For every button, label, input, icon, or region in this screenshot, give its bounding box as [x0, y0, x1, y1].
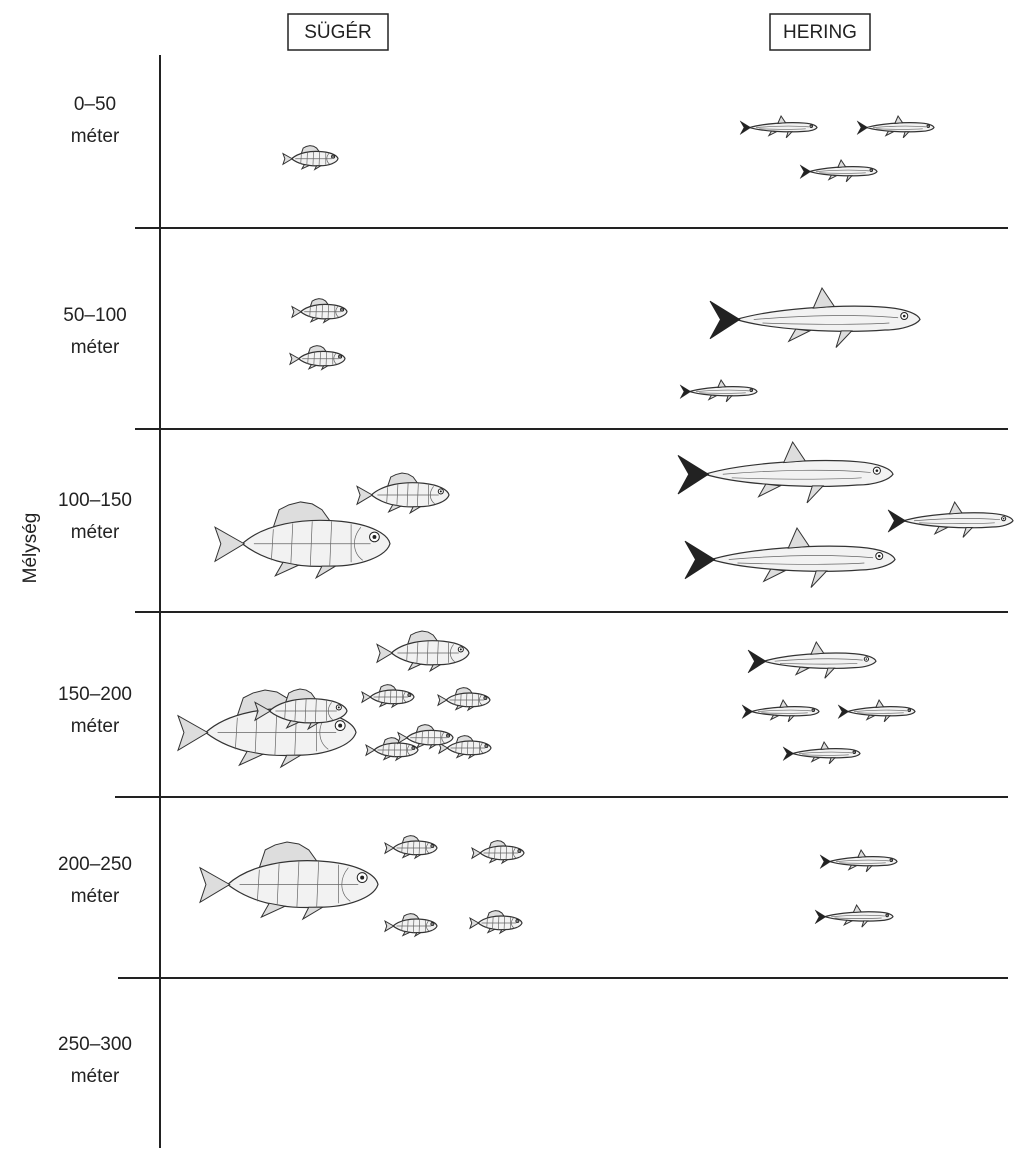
depth-unit: méter	[71, 337, 120, 358]
herring-illustration	[684, 527, 896, 589]
depth-range: 50–100	[63, 305, 126, 326]
herring-illustration	[739, 115, 818, 139]
perch-illustration	[437, 687, 491, 711]
depth-unit: méter	[71, 886, 120, 907]
depth-unit: méter	[71, 1066, 120, 1087]
depth-range: 100–150	[58, 490, 132, 511]
column-header: HERING	[783, 22, 857, 43]
herring-illustration	[741, 699, 820, 723]
perch-illustration	[384, 835, 438, 859]
column-header-box	[287, 13, 389, 51]
depth-unit: méter	[71, 522, 120, 543]
herring-illustration	[677, 441, 894, 504]
herring-illustration	[856, 115, 935, 139]
depth-range: 200–250	[58, 854, 132, 875]
perch-illustration	[282, 145, 339, 170]
depth-range: 250–300	[58, 1034, 132, 1055]
perch-illustration	[365, 737, 419, 761]
perch-illustration	[376, 630, 470, 672]
column-header: SÜGÉR	[304, 22, 372, 43]
herring-illustration	[887, 501, 1014, 538]
herring-illustration	[709, 287, 921, 349]
herring-illustration	[782, 741, 861, 765]
herring-illustration	[814, 904, 894, 928]
herring-illustration	[819, 849, 898, 873]
herring-illustration	[747, 641, 877, 679]
depth-range: 150–200	[58, 684, 132, 705]
perch-illustration	[199, 841, 379, 920]
herring-illustration	[837, 699, 916, 723]
perch-illustration	[291, 298, 348, 323]
perch-illustration	[384, 913, 438, 937]
axis-label: Mélység	[20, 513, 41, 584]
depth-range: 0–50	[74, 94, 116, 115]
column-header-box	[769, 13, 871, 51]
depth-unit: méter	[71, 716, 120, 737]
perch-illustration	[356, 472, 450, 514]
fish-group	[177, 115, 1014, 937]
perch-illustration	[469, 910, 523, 934]
herring-illustration	[679, 379, 758, 403]
perch-illustration	[214, 501, 391, 579]
perch-illustration	[471, 840, 525, 864]
herring-illustration	[799, 159, 878, 183]
perch-illustration	[289, 345, 346, 370]
depth-unit: méter	[71, 126, 120, 147]
perch-illustration	[361, 684, 415, 708]
